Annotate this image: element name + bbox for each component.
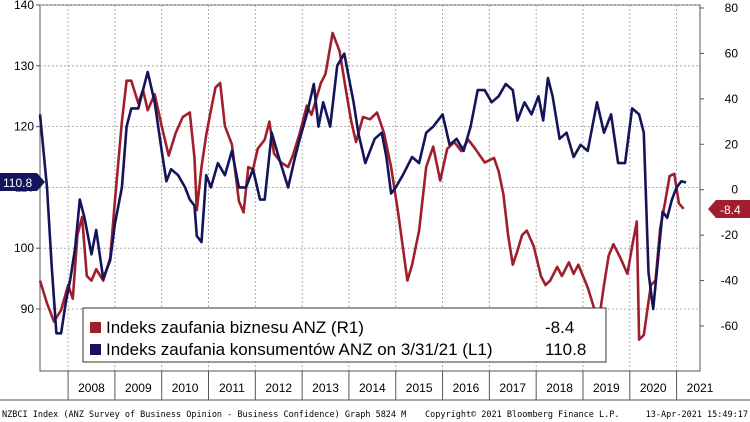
year-label: 2008 [78,381,105,395]
legend-swatch-business [90,322,101,333]
legend-value-consumer: 110.8 [545,340,586,359]
legend: Indeks zaufania biznesu ANZ (R1) -8.4 In… [82,307,607,363]
right-tick-label: 80 [725,1,739,15]
year-label: 2021 [687,381,714,395]
year-label: 2020 [640,381,667,395]
right-tick-label: 60 [725,46,739,60]
legend-value-business: -8.4 [545,318,574,337]
right-tick-label: 0 [731,183,738,197]
year-label: 2009 [125,381,152,395]
footer-source: NZBCI Index (ANZ Survey of Business Opin… [2,410,406,420]
year-label: 2010 [172,381,199,395]
year-label: 2013 [312,381,339,395]
right-axis: -60 -40 -20 0 20 40 60 80 [700,1,738,333]
right-tick-label: -40 [721,274,739,288]
series-lines [38,31,687,341]
plot-frame [39,4,701,372]
consumer-last-value-label: 110.8 [3,176,32,190]
year-axis: 2008 2009 2010 2011 2012 2013 2014 2015 2016 2017… [78,381,714,395]
left-tick-label: 140 [14,0,34,12]
year-label: 2016 [453,381,480,395]
right-tick-label: 40 [725,92,739,106]
year-label: 2014 [359,381,386,395]
footer-copyright: Copyright© 2021 Bloomberg Finance L.P. [425,410,619,420]
year-label: 2018 [546,381,573,395]
legend-swatch-consumer [90,344,101,355]
business-confidence-line [38,31,685,341]
consumer-confidence-line [38,52,687,335]
year-label: 2012 [265,381,292,395]
left-tick-label: 100 [14,241,34,255]
year-label: 2017 [499,381,526,395]
consumer-last-value-flag: 110.8 [0,173,45,191]
footer-timestamp: 13-Apr-2021 15:49:17 [646,410,748,420]
left-tick-label: 120 [14,120,34,134]
year-label: 2011 [219,381,245,395]
year-label: 2015 [406,381,433,395]
right-tick-label: -20 [721,228,739,242]
right-tick-label: 20 [725,137,739,151]
legend-item-business: Indeks zaufania biznesu ANZ (R1) [106,318,364,337]
year-dividers [0,371,750,401]
business-last-value-label: -8.4 [720,203,741,217]
legend-item-consumer: Indeks zaufania konsumentów ANZ on 3/31/… [106,340,493,359]
year-label: 2019 [593,381,620,395]
left-tick-label: 130 [14,59,34,73]
left-tick-label: 90 [21,302,35,316]
business-last-value-flag: -8.4 [708,200,750,218]
right-tick-label: -60 [721,319,739,333]
